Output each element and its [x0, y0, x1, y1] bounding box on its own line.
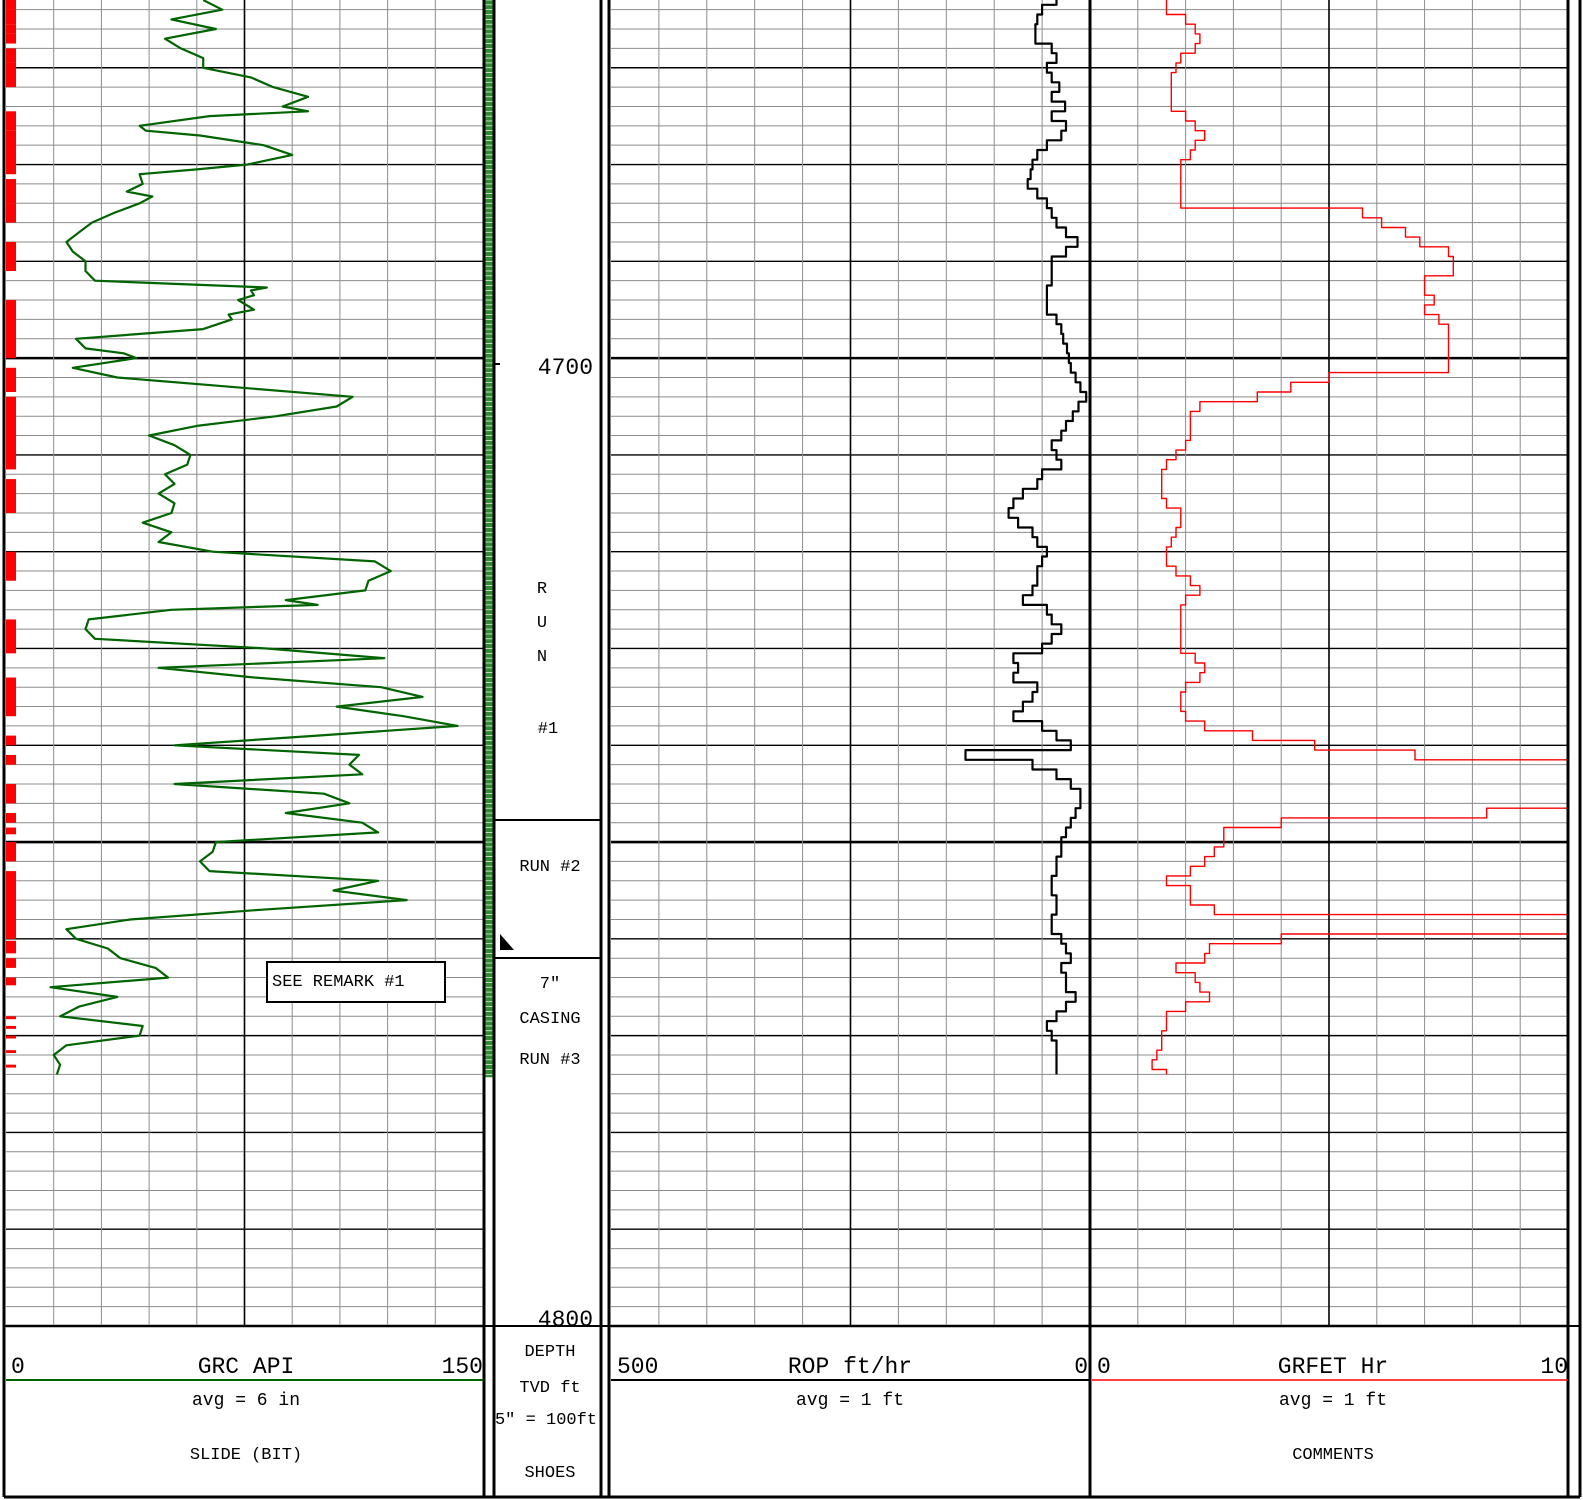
slide-interval-bar	[6, 130, 16, 151]
run1-letter-r: R	[537, 580, 547, 599]
depth-label-4700: 4700	[538, 355, 593, 381]
depth-header: DEPTH	[524, 1343, 575, 1362]
slide-interval-bar	[6, 1025, 16, 1029]
slide-interval-bar	[6, 241, 16, 272]
shoes-footer: SHOES	[524, 1464, 575, 1483]
rop-scale-min: 500	[617, 1354, 658, 1380]
casing-size-label: 7"	[540, 975, 560, 994]
grc-scale-min: 0	[11, 1354, 25, 1380]
slide-interval-bar	[6, 619, 16, 654]
grfet-avg: avg = 1 ft	[1279, 1391, 1387, 1411]
slide-interval-bar	[6, 940, 16, 954]
casing-label: CASING	[519, 1010, 580, 1029]
drilled-interval-strip	[485, 0, 494, 1078]
run1-letter-u: U	[537, 614, 547, 633]
slide-interval-bar	[6, 111, 16, 131]
slide-interval-bar	[6, 396, 16, 470]
grid-lines	[6, 0, 1568, 1328]
slide-interval-bar	[6, 9, 16, 25]
run2-label: RUN #2	[519, 858, 580, 877]
remark-box	[266, 961, 446, 1003]
slide-interval-bar	[6, 150, 16, 175]
grc-scale-max: 150	[442, 1354, 483, 1380]
slide-interval-bar	[6, 958, 16, 968]
slide-interval-bar	[6, 179, 16, 204]
rop-curve	[964, 0, 1088, 1075]
slide-interval-bar	[6, 1064, 16, 1068]
slide-interval-bar	[6, 203, 16, 223]
depth-label-4800: 4800	[538, 1307, 593, 1333]
rop-header: ROP ft/hr	[788, 1354, 912, 1380]
grfet-scale-max: 10	[1540, 1354, 1568, 1380]
grfet-header: GRFET Hr	[1278, 1354, 1388, 1380]
grc-header: GRC API	[198, 1354, 295, 1380]
slide-footer: SLIDE (BIT)	[190, 1446, 302, 1465]
slide-interval-bar	[6, 479, 16, 513]
slide-interval-bar	[6, 783, 16, 804]
slide-interval-bar	[6, 33, 16, 44]
slide-interval-bar	[6, 48, 16, 63]
slide-interval-bar	[6, 754, 16, 765]
slide-interval-bar	[6, 1016, 16, 1020]
comments-footer: COMMENTS	[1292, 1446, 1374, 1465]
rop-scale-max: 0	[1074, 1354, 1088, 1380]
rop-avg: avg = 1 ft	[796, 1391, 904, 1411]
grc-avg: avg = 6 in	[192, 1391, 300, 1411]
slide-interval-bar	[6, 842, 16, 862]
slide-interval-bar	[6, 551, 16, 581]
run1-number: #1	[538, 720, 558, 739]
slide-interval-bar	[6, 1050, 16, 1054]
depth-units: TVD ft	[519, 1379, 580, 1398]
slide-interval-bar	[6, 677, 16, 717]
slide-interval-bar	[6, 735, 16, 746]
slide-interval-bar	[6, 827, 16, 835]
slide-interval-bar	[6, 813, 16, 823]
slide-interval-bar	[6, 367, 16, 392]
slide-interval-bar	[6, 871, 16, 939]
depth-scale: 5" = 100ft	[495, 1411, 597, 1430]
grfet-curve	[1151, 0, 1569, 1075]
grfet-scale-min: 0	[1097, 1354, 1111, 1380]
grc-curve	[49, 0, 459, 1075]
slide-interval-bar	[6, 24, 16, 34]
slide-interval-bar	[6, 62, 16, 88]
run1-letter-n: N	[537, 648, 547, 667]
slide-interval-bar	[6, 1035, 16, 1039]
run3-label: RUN #3	[519, 1051, 580, 1070]
slide-interval-bar	[6, 977, 16, 986]
slide-bars	[6, 0, 16, 1068]
slide-interval-bar	[6, 0, 16, 10]
slide-interval-bar	[6, 300, 16, 359]
casing-shoe-marker	[500, 934, 514, 950]
log-curves	[49, 0, 1569, 1075]
remark-text: SEE REMARK #1	[272, 973, 405, 992]
